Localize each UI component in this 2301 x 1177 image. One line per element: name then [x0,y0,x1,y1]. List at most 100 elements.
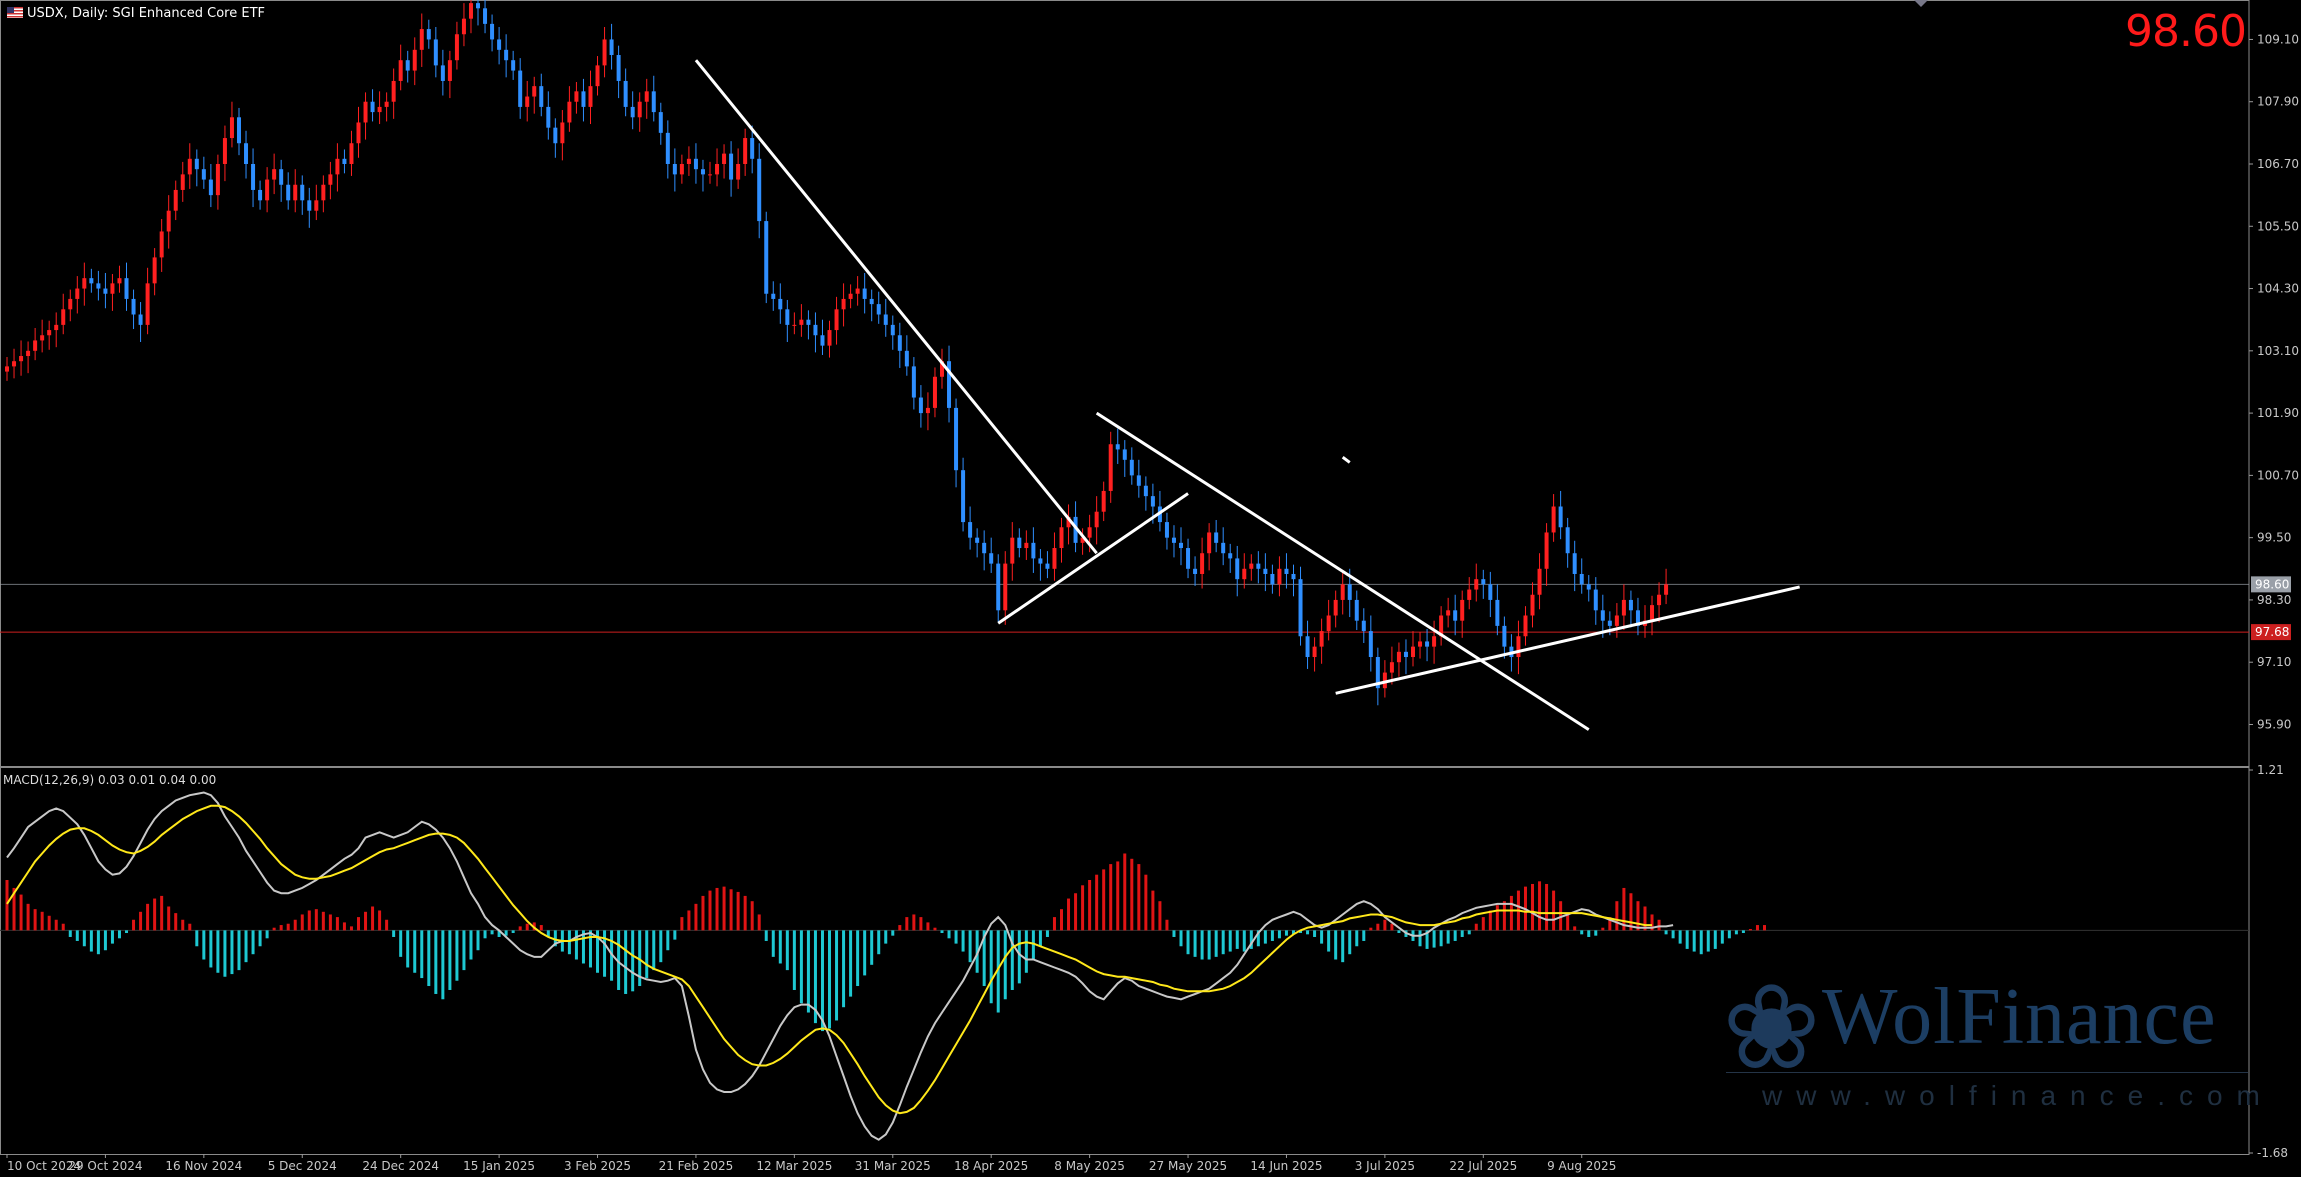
histogram-bar [1467,930,1471,935]
candle-body [925,407,930,414]
histogram-bar [743,895,747,931]
histogram-bar [694,903,698,931]
candle-body [1080,537,1085,543]
candle-body [229,117,234,139]
candle [103,272,108,309]
histogram-bar [666,930,670,951]
histogram-bar [1074,893,1078,931]
price-tick-label: 101.90 [2257,406,2299,420]
candle [1080,528,1085,555]
histogram-bar [223,930,227,977]
price-tick-label: 103.10 [2257,344,2299,358]
candle [869,289,874,322]
candle [307,187,312,228]
candle-body [715,163,720,175]
histogram-bar [378,910,382,931]
candle [932,367,937,418]
last-price: 98.60 [2125,6,2247,57]
candle-body [82,278,87,289]
candle-body [1312,646,1317,658]
candle [813,312,818,353]
candle [229,101,234,148]
date-tick-label: 16 Nov 2024 [165,1159,242,1173]
candle-body [433,39,438,66]
histogram-bar [1221,930,1225,955]
candle-body [1635,610,1640,626]
candle [1228,543,1233,573]
candle-body [1305,636,1310,658]
histogram-bar [1418,930,1422,947]
macd-tick-label: 1.21 [2257,763,2284,777]
histogram-bar [427,930,431,987]
histogram-bar [1017,930,1021,984]
histogram-bar [110,930,114,944]
candle-body [947,361,952,408]
histogram-bar [1432,930,1436,948]
trendline [1335,585,1800,695]
candle-body [757,158,762,222]
candle [862,272,867,314]
candle-body [377,106,382,113]
candle [968,506,973,550]
candle-body [827,330,832,346]
histogram-bar [652,930,656,971]
histogram-bar [1566,914,1570,931]
histogram-bar [12,887,16,931]
candle [1474,563,1479,602]
candle-body [138,314,143,325]
candle-body [454,34,459,61]
candle-body [897,335,902,351]
histogram-bar [504,930,508,936]
candle [722,144,727,179]
candle [1186,538,1191,579]
histogram-bar [870,930,874,965]
candle [581,78,586,122]
histogram-bar [596,930,600,973]
histogram-bar [1207,930,1211,960]
histogram-bar [61,923,65,931]
candle [1045,551,1050,579]
candle [686,146,691,176]
candle [321,175,326,213]
candle-body [1657,594,1662,606]
candle-body [1277,568,1282,585]
shift-marker-icon[interactable] [1914,0,1928,7]
candle-body [222,138,227,164]
candle [1115,428,1120,464]
histogram-bar [1299,930,1303,934]
candle [750,125,755,174]
candle [26,341,31,374]
candle-body [1593,589,1598,611]
histogram-bar [736,891,740,931]
histogram-bar [863,930,867,976]
candle [982,530,987,571]
candle-body [293,184,298,201]
candle [658,102,663,145]
candle-body [954,407,959,471]
date-tick-label: 3 Jul 2025 [1355,1159,1415,1173]
trendline-stub [1341,456,1351,464]
date-tick-label: 15 Jan 2025 [463,1159,535,1173]
candle-body [1382,672,1387,689]
histogram-bar [898,925,902,931]
candle [476,0,481,26]
histogram-bar [877,930,881,955]
candle [834,296,839,345]
histogram-bar [1376,923,1380,931]
date-tick-label: 5 Dec 2024 [268,1159,337,1173]
candle-body [961,470,966,523]
histogram-bar [806,930,810,1013]
candle [757,143,762,239]
histogram-bar [1193,930,1197,957]
candle-body [103,288,108,294]
histogram-bar [132,919,136,931]
candle-body [1319,631,1324,647]
candle-body [328,174,333,185]
candle-body [279,169,284,185]
candle-body [426,29,431,40]
histogram-bar [462,930,466,971]
histogram-bar [1200,930,1204,960]
histogram-bar [750,901,754,931]
candle-body [968,522,973,538]
